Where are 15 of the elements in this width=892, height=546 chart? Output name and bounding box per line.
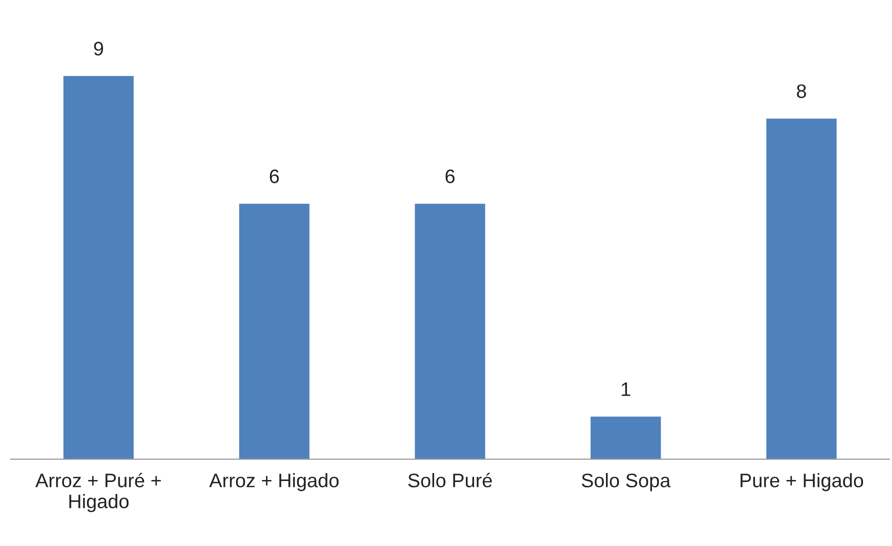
- x-tick-label: Arroz + Higado: [209, 473, 339, 492]
- bar: [63, 76, 134, 460]
- x-tick-label: Solo Sopa: [582, 473, 671, 492]
- bar: [590, 416, 661, 460]
- data-label: 6: [446, 169, 455, 184]
- data-label: 6: [270, 169, 279, 184]
- x-tick-label: Solo Puré: [408, 472, 492, 488]
- x-tick-label: Pure + Higado: [740, 473, 864, 492]
- bar: [766, 118, 837, 460]
- data-label: 1: [622, 382, 630, 396]
- data-label: 8: [796, 84, 806, 98]
- bar: [414, 204, 486, 460]
- x-tick-label: Arroz + Puré + Higado: [35, 472, 161, 512]
- data-label: 9: [94, 42, 104, 56]
- bar: [239, 204, 310, 460]
